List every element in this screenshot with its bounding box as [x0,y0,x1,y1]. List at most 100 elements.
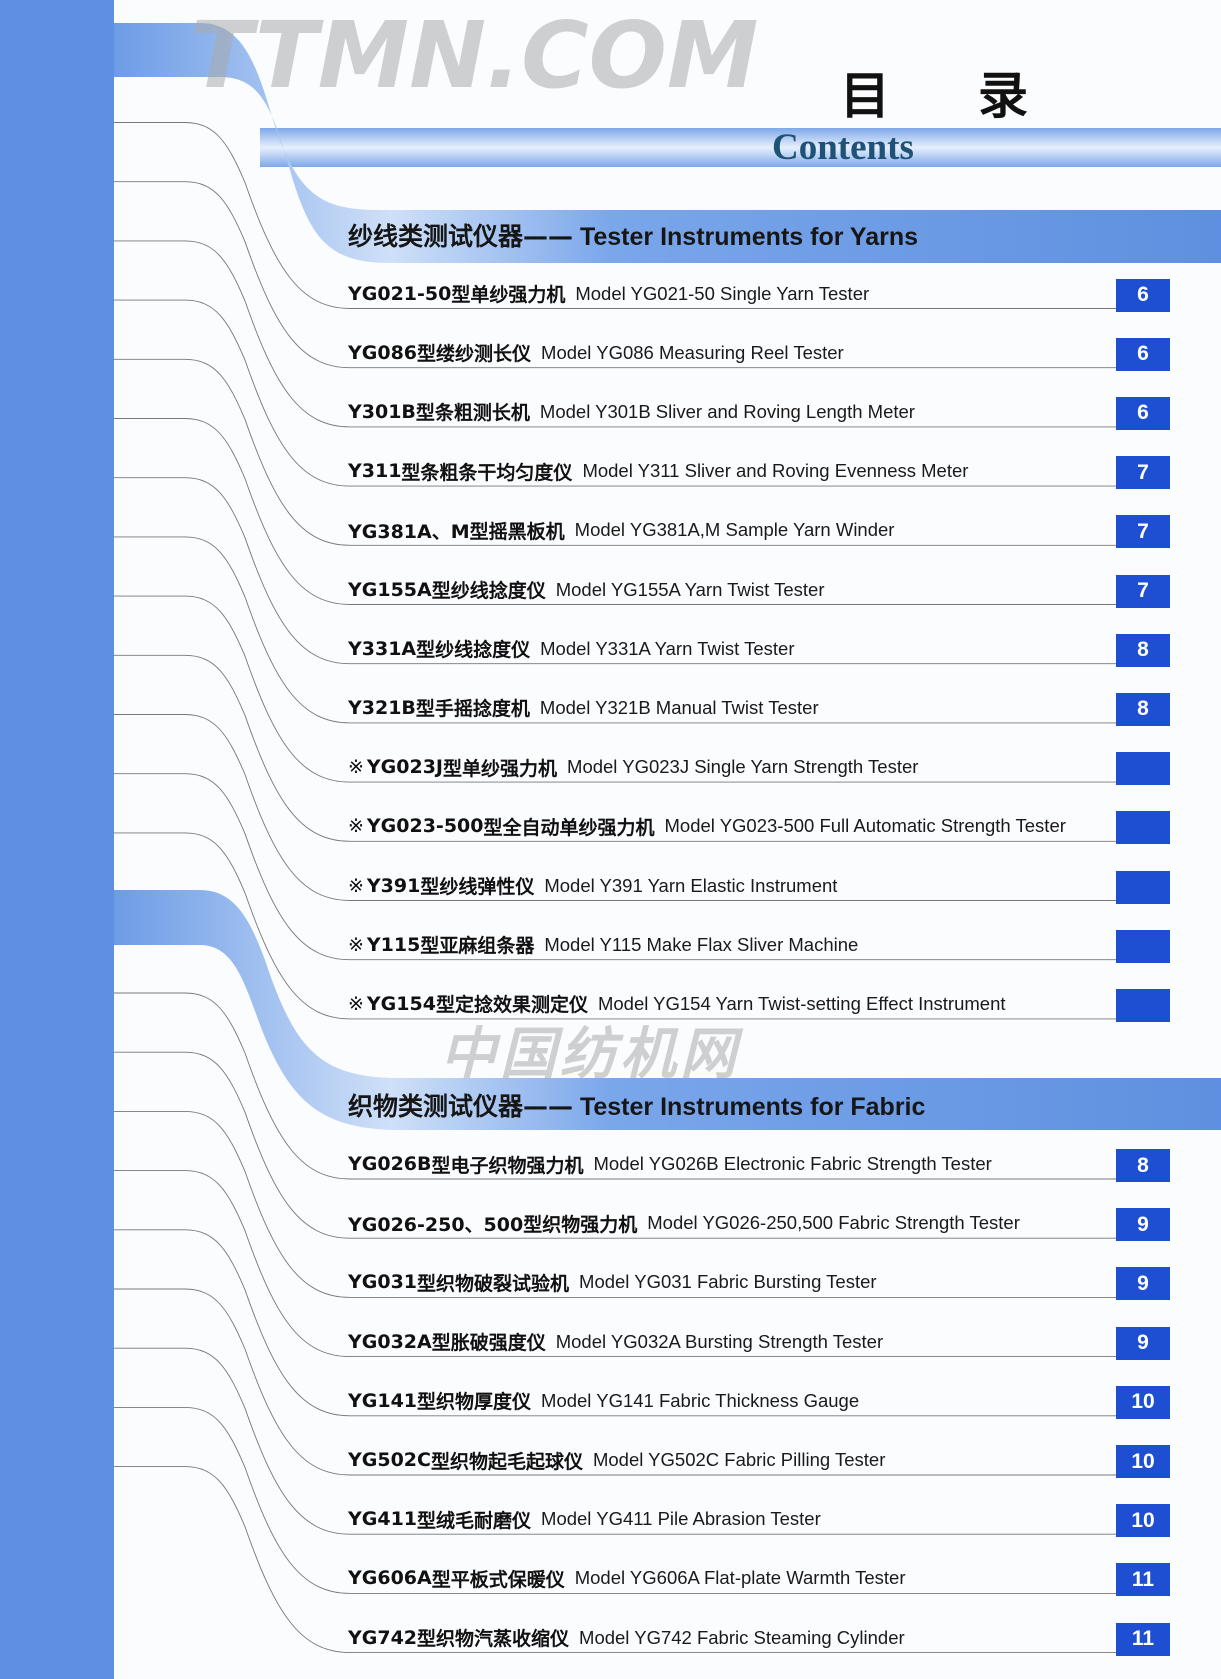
page-number-badge[interactable]: 9 [1116,1208,1170,1242]
toc-entry[interactable]: ※ Y115 型亚麻组条器 Model Y115 Make Flax Sliver M… [348,930,858,960]
page-number-badge[interactable]: 7 [1116,515,1170,549]
entry-leader-line [114,122,1116,309]
page-number-badge[interactable]: 10 [1116,1445,1170,1478]
entry-model: YG031 [348,1271,418,1294]
entry-name-cn: 型织物汽蒸收缩仪 [417,1628,570,1651]
entry-name-en: Model YG742 Fabric Steaming Cylinder [579,1626,905,1648]
page-number-badge[interactable]: 10 [1116,1385,1170,1419]
entry-model: Y301B [348,400,416,423]
page-number-badge[interactable] [1116,929,1170,963]
toc-entry[interactable]: YG381A、M 型摇黑板机 Model YG381A,M Sample Yarn … [348,515,894,545]
toc-entry[interactable]: YG411 型绒毛耐磨仪 Model YG411 Pile Abrasion Tes… [348,1504,821,1534]
entry-name-cn: 型纱线弹性仪 [420,876,535,898]
entry-name-en: Model Y331A Yarn Twist Tester [540,637,795,659]
section-title-en: Tester Instruments for Yarns [573,223,919,251]
entry-leader-line [114,1466,1116,1654]
page-number-badge[interactable]: 9 [1116,1267,1170,1301]
entry-mark: ※ [348,815,364,838]
entry-name-cn: 型全自动单纱强力机 [483,816,655,839]
entry-name-en: Model YG086 Measuring Reel Tester [541,341,844,363]
entry-leader-line [114,1406,1116,1594]
entry-name-cn: 型织物破裂试验机 [417,1272,570,1295]
page-title-cn: 目录 [840,70,1028,122]
entry-name-cn: 型摇黑板机 [469,520,565,543]
toc-entry[interactable]: YG502C 型织物起毛起球仪 Model YG502C Fabric Pillin… [348,1445,885,1475]
entry-name-cn: 型缕纱测长仪 [417,343,532,366]
toc-entry[interactable]: ※ YG154 型定捻效果测定仪 Model YG154 Yarn Twist-set… [348,989,1006,1019]
entry-name-cn: 型电子织物强力机 [431,1154,584,1177]
toc-entry[interactable]: YG032A 型胀破强度仪 Model YG032A Bursting Streng… [348,1327,883,1357]
page-number-badge[interactable]: 8 [1116,633,1170,667]
toc-entry[interactable]: YG141 型织物厚度仪 Model YG141 Fabric Thickness … [348,1386,859,1416]
entry-name-en: Model Y321B Manual Twist Tester [539,696,819,718]
entry-mark: ※ [348,874,364,897]
entry-name-en: Model YG502C Fabric Pilling Tester [592,1449,886,1470]
page-number-badge[interactable]: 8 [1116,692,1170,726]
toc-entry[interactable]: ※ YG023-500 型全自动单纱强力机 Model YG023-500 Full … [348,811,1066,841]
entry-model: YG155A [348,578,432,601]
entry-model: Y321B [348,696,416,719]
page-number-badge[interactable]: 6 [1116,337,1170,371]
page-number-badge[interactable]: 11 [1116,1563,1170,1597]
entry-model: YG502C [348,1449,431,1471]
toc-entry[interactable]: Y331A 型纱线捻度仪 Model Y331A Yarn Twist Tester [348,634,795,664]
page-number-badge[interactable]: 10 [1116,1504,1170,1538]
toc-entry[interactable]: ※ YG023J 型单纱强力机 Model YG023J Single Yarn St… [348,752,918,782]
entry-model: YG154 [366,992,436,1015]
entry-name-en: Model YG026-250,500 Fabric Strength Test… [647,1212,1020,1234]
page-number-badge[interactable] [1116,752,1170,786]
page-number-badge[interactable]: 7 [1116,574,1170,608]
entry-name-en: Model YG032A Bursting Strength Tester [555,1330,884,1352]
entry-leader-line [114,773,1116,961]
entry-leader-line [114,1288,1116,1476]
page-number-badge[interactable]: 8 [1116,1149,1170,1182]
page-title-en: Contents [772,127,914,168]
entry-name-cn: 型绒毛耐磨仪 [417,1509,532,1532]
entry-leader-line [114,418,1116,605]
section-title-fabric: 织物类测试仪器—— Tester Instruments for Fabric [348,1092,925,1122]
entry-model: YG021-50 [348,282,452,305]
entry-model: Y331A [348,637,417,660]
entry-name-cn: 型手摇捻度机 [415,698,530,721]
entry-leader-line [114,714,1116,901]
toc-entry[interactable]: YG155A 型纱线捻度仪 Model YG155A Yarn Twist Test… [348,575,824,605]
toc-entry[interactable]: YG026B 型电子织物强力机 Model YG026B Electronic Fa… [348,1149,992,1179]
title-char-2: 录 [978,67,1028,125]
entry-name-en: Model YG606A Flat-plate Warmth Tester [574,1567,906,1589]
title-char-1: 目 [840,67,890,125]
toc-entry[interactable]: Y321B 型手摇捻度机 Model Y321B Manual Twist Test… [348,693,819,723]
entry-name-en: Model YG411 Pile Abrasion Tester [541,1508,821,1530]
page-number-badge[interactable] [1116,811,1170,845]
page-number-badge[interactable] [1116,870,1170,904]
entry-leader-line [114,1347,1116,1535]
toc-entry[interactable]: YG742 型织物汽蒸收缩仪 Model YG742 Fabric Steaming… [348,1623,905,1653]
entry-name-en: Model YG021-50 Single Yarn Tester [575,282,870,304]
toc-entry[interactable]: ※ Y391 型纱线弹性仪 Model Y391 Yarn Elastic Instr… [348,871,837,901]
entry-name-en: Model YG023-500 Full Automatic Strength … [664,815,1066,837]
entry-leader-line [114,1229,1116,1417]
entry-leader-line [114,992,1116,1180]
entry-name-cn: 型织物强力机 [523,1213,638,1236]
entry-leader-line [114,595,1116,783]
toc-entry[interactable]: Y311 型条粗条干均匀度仪 Model Y311 Sliver and Rovin… [348,456,968,486]
entry-name-en: Model YG031 Fabric Bursting Tester [579,1271,877,1293]
toc-entry[interactable]: Y301B 型条粗测长机 Model Y301B Sliver and Roving… [348,397,915,427]
page-number-badge[interactable]: 6 [1116,396,1170,430]
toc-entry[interactable]: YG026-250、500 型织物强力机 Model YG026-250,500 F… [348,1208,1020,1238]
entry-leader-line [114,240,1116,428]
toc-entry[interactable]: YG086 型缕纱测长仪 Model YG086 Measuring Reel Te… [348,338,844,368]
page-number-badge[interactable]: 7 [1116,456,1170,490]
toc-entry[interactable]: YG021-50 型单纱强力机 Model YG021-50 Single Yarn… [348,279,869,309]
entry-leader-line [114,1110,1116,1298]
page-number-badge[interactable]: 9 [1116,1326,1170,1360]
toc-entry[interactable]: YG031 型织物破裂试验机 Model YG031 Fabric Bursting… [348,1267,877,1297]
page-number-badge[interactable] [1116,988,1170,1022]
entry-name-en: Model YG141 Fabric Thickness Gauge [541,1389,860,1411]
entry-model: YG026-250、500 [348,1213,524,1236]
entry-model: YG742 [348,1626,418,1649]
entry-name-cn: 型胀破强度仪 [431,1332,546,1355]
page-number-badge[interactable]: 6 [1116,278,1170,312]
entry-name-cn: 型织物厚度仪 [417,1391,532,1414]
page-number-badge[interactable]: 11 [1116,1622,1170,1656]
toc-entry[interactable]: YG606A 型平板式保暖仪 Model YG606A Flat-plate War… [348,1563,906,1593]
